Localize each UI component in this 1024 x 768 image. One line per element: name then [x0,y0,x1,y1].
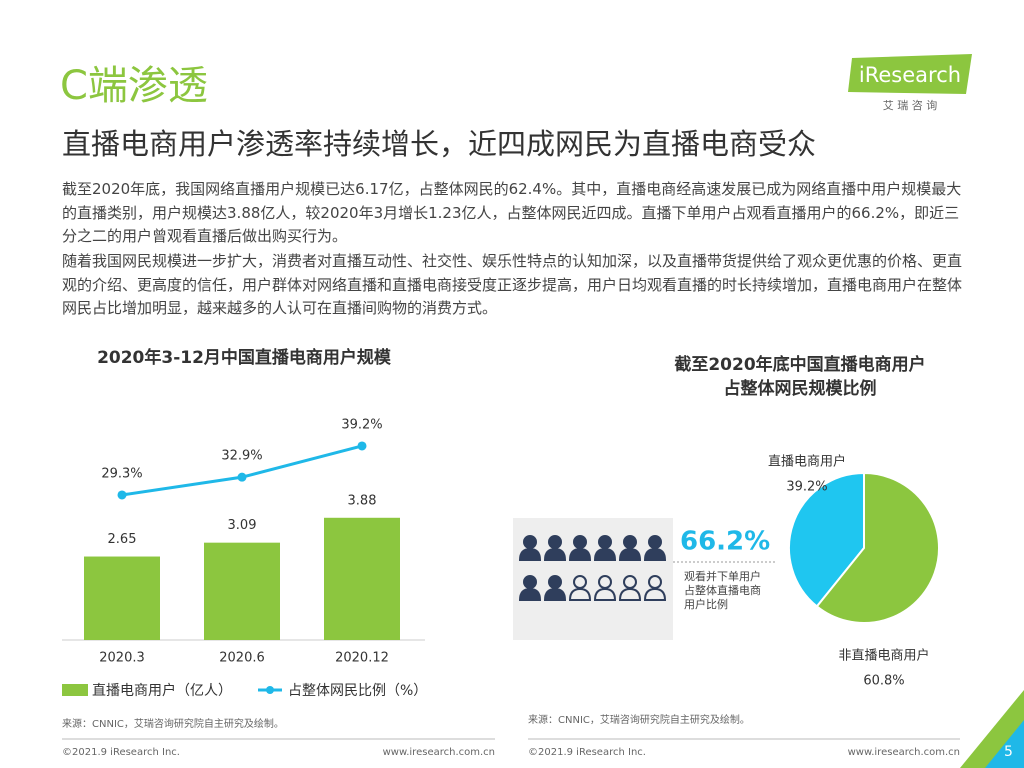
person-icon [518,547,542,561]
chart-title: 占整体网民规模比例 [724,378,877,399]
copyright: ©2021.9 iResearch Inc. [528,747,646,758]
slice-value: 39.2% [786,480,827,495]
logo: iResearch [859,63,961,87]
line-marker [357,441,367,451]
pie-slice [788,471,865,608]
legend-label: 占整体网民比例（%） [288,683,427,699]
line-marker [117,490,127,500]
person-icon [573,535,587,549]
person-icon [618,587,642,601]
slice-value: 60.8% [863,674,904,689]
paragraph: 随着我国网民规模进一步扩大，消费者对直播互动性、社交性、娱乐性特点的认知加深，以… [62,252,963,317]
data-label: 32.9% [221,449,262,464]
person-icon [543,587,567,601]
person-icon [548,535,562,549]
data-label: 3.88 [348,493,377,508]
person-icon [593,587,617,601]
person-icon [518,587,542,601]
legend-label: 直播电商用户（亿人） [92,682,232,699]
chart-title: 截至2020年底中国直播电商用户 [674,354,925,375]
paragraph: 截至2020年底，我国网络直播用户规模已达6.17亿，占整体网民的62.4%。其… [62,180,962,245]
data-label: 29.3% [101,466,142,481]
x-tick-label: 2020.6 [219,651,265,666]
x-tick-label: 2020.3 [99,651,145,666]
logo-sub: 艾 瑞 咨 询 [883,98,938,112]
person-icon [623,535,637,549]
person-icon [598,535,612,549]
pie-slice [815,471,940,624]
person-icon [568,587,592,601]
person-icon [568,547,592,561]
data-label: 2.65 [108,532,137,547]
source: 来源：CNNIC，艾瑞咨询研究院自主研究及绘制。 [528,713,750,726]
x-tick-label: 2020.12 [335,651,389,666]
person-icon [543,547,567,561]
annotation-value: 66.2% [680,527,770,557]
data-label: 3.09 [228,518,257,533]
bar [204,542,280,640]
slice-label: 直播电商用户 [768,454,846,470]
annotation-text: 观看并下单用户占整体直播电商用户比例 [684,570,761,611]
slice-label: 非直播电商用户 [838,648,929,664]
person-icon [643,587,667,601]
data-label: 39.2% [341,417,382,432]
person-icon [643,547,667,561]
page-number: 5 [1004,744,1013,760]
line-marker [237,472,247,482]
legend-swatch [266,686,274,694]
source: 来源：CNNIC，艾瑞咨询研究院自主研究及绘制。 [62,717,284,730]
url: www.iresearch.com.cn [848,747,960,758]
legend-swatch [62,684,88,696]
chart-title: 2020年3-12月中国直播电商用户规模 [97,347,392,368]
bar [84,556,160,640]
corner [985,720,1024,768]
person-icon [593,547,617,561]
person-icon [523,575,537,589]
person-icon [648,535,662,549]
person-icon [548,575,562,589]
icon-panel [513,518,673,640]
bar [324,517,400,640]
page-title: C端渗透 [60,63,208,109]
person-icon [523,535,537,549]
copyright: ©2021.9 iResearch Inc. [62,747,180,758]
person-icon [618,547,642,561]
subtitle: 直播电商用户渗透率持续增长，近四成网民为直播电商受众 [62,127,816,161]
url: www.iresearch.com.cn [383,747,495,758]
logo-bg [848,54,972,94]
